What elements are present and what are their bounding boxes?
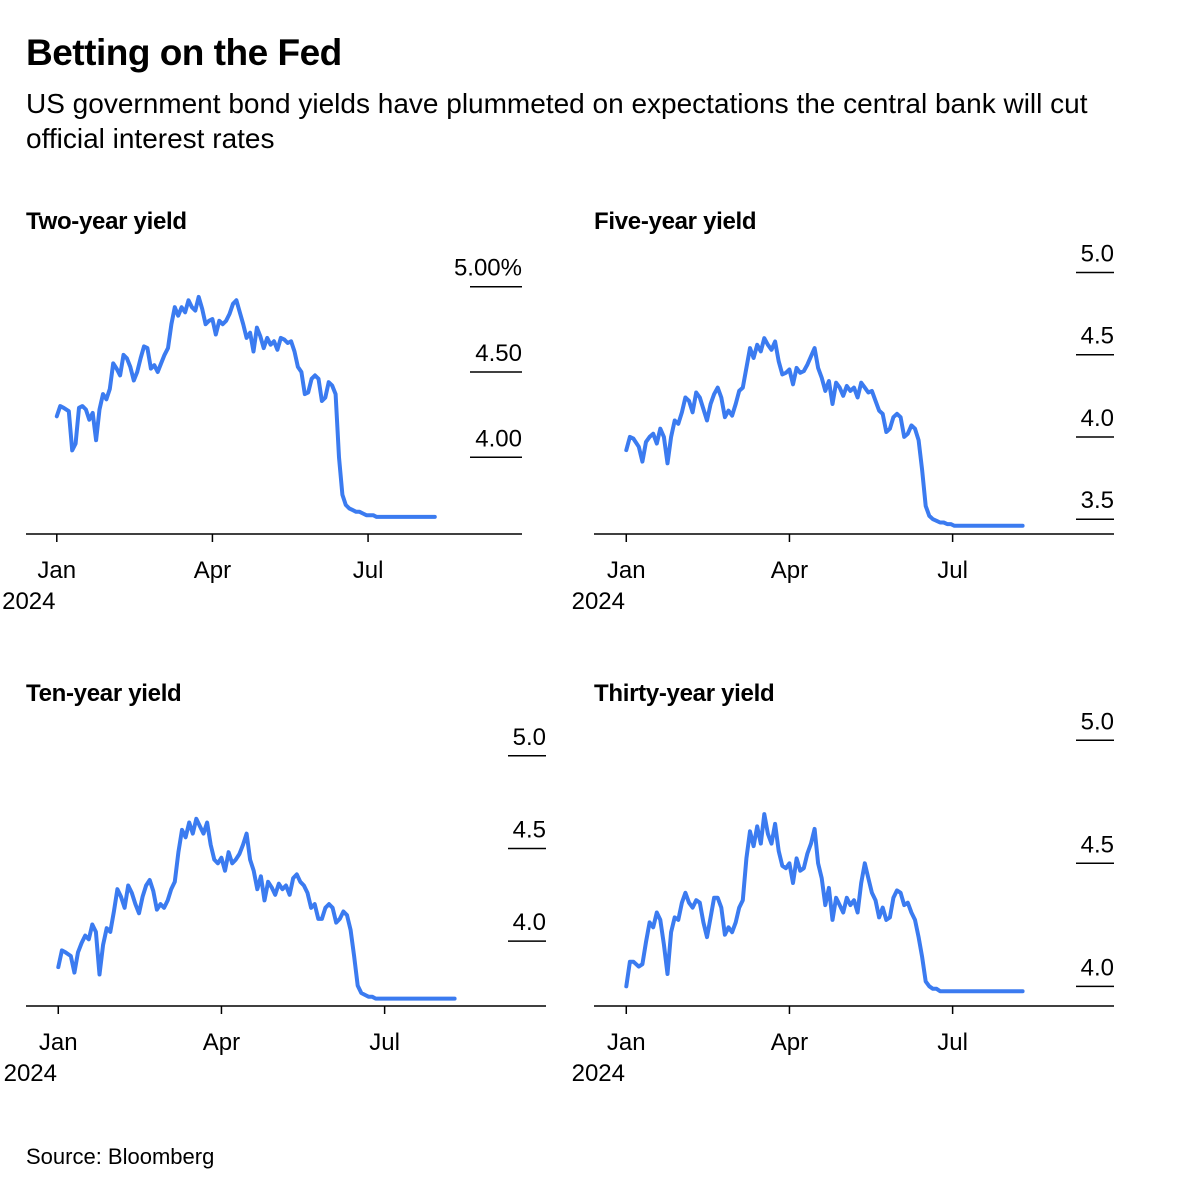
panel-thirty-year-yield: Thirty-year yield Jan 2024 Apr Jul 4.0 4.5 5.0 (572, 680, 1134, 1100)
x-tick-label: Jan 2024 (2, 557, 76, 615)
x-tick-label: Apr (771, 557, 808, 584)
y-tick-label: 4.5 (1081, 323, 1114, 350)
y-tick-label: 5.0 (513, 724, 546, 751)
panel-title: Ten-year yield (26, 680, 182, 707)
x-tick-label: Jan 2024 (572, 1029, 646, 1087)
x-tick-label: Jul (937, 1029, 968, 1056)
x-tick-label: Jul (937, 557, 968, 584)
chart-five-year-yield: Jan 2024 Apr Jul 3.5 4.0 4.5 5.0 (572, 240, 1114, 615)
y-tick-label: 4.0 (1081, 405, 1114, 432)
x-tick-label: Jan 2024 (4, 1029, 78, 1087)
chart-ten-year-yield: Jan 2024 Apr Jul 4.0 4.5 5.0 (4, 724, 546, 1087)
y-tick-label: 5.0 (1081, 240, 1114, 267)
x-tick-label: Jul (369, 1029, 400, 1056)
y-tick-label: 4.5 (1081, 831, 1114, 858)
series-line (624, 336, 1025, 528)
y-tick-label: 4.0 (513, 909, 546, 936)
x-tick-label: Apr (771, 1029, 808, 1056)
series-line (56, 816, 457, 1001)
series-line (54, 294, 437, 519)
source-note: Source: Bloomberg (26, 1144, 215, 1169)
series-line (624, 812, 1025, 994)
chart-thirty-year-yield: Jan 2024 Apr Jul 4.0 4.5 5.0 (572, 708, 1114, 1087)
panel-title: Thirty-year yield (594, 680, 775, 707)
panel-five-year-yield: Five-year yield Jan 2024 Apr Jul 3.5 4.0 4.5 5.… (572, 208, 1134, 628)
y-tick-label: 5.00% (454, 255, 522, 282)
y-tick-label: 4.00 (475, 425, 522, 452)
chart-two-year-yield: Jan 2024 Apr Jul 4.00 4.50 5.00% (2, 255, 522, 615)
chart-title: Betting on the Fed (26, 32, 342, 73)
y-tick-label: 4.50 (475, 340, 522, 367)
panel-two-year-yield: Two-year yield Jan 2024 Apr Jul 4.00 4.50 5.00… (2, 208, 566, 628)
y-tick-label: 3.5 (1081, 487, 1114, 514)
y-tick-label: 4.0 (1081, 954, 1114, 981)
panel-ten-year-yield: Ten-year yield Jan 2024 Apr Jul 4.0 4.5 5.0 (4, 680, 566, 1100)
panel-title: Two-year yield (26, 208, 187, 235)
chart-subtitle: US government bond yields have plummeted… (26, 88, 1088, 154)
y-tick-label: 4.5 (513, 816, 546, 843)
panel-title: Five-year yield (594, 208, 757, 235)
x-tick-label: Jul (353, 557, 384, 584)
x-tick-label: Apr (194, 557, 231, 584)
x-tick-label: Jan 2024 (572, 557, 646, 615)
y-tick-label: 5.0 (1081, 708, 1114, 735)
x-tick-label: Apr (203, 1029, 240, 1056)
